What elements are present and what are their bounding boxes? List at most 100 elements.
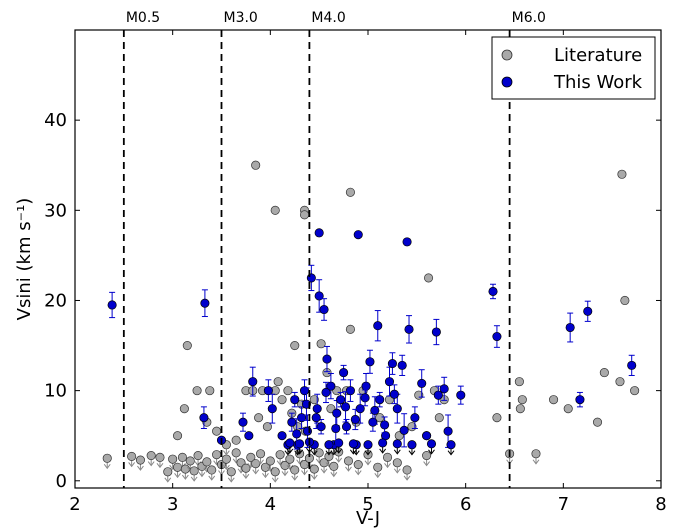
this-work-point bbox=[373, 321, 383, 331]
this-work-point bbox=[302, 426, 312, 436]
this-work-point bbox=[277, 431, 287, 441]
upper-limit-arrowhead bbox=[198, 472, 206, 478]
this-work-point bbox=[583, 306, 593, 316]
upper-limit-arrowhead bbox=[384, 463, 391, 469]
literature-point bbox=[592, 417, 603, 427]
upper-limit-arrowhead bbox=[335, 457, 343, 463]
literature-point bbox=[251, 160, 261, 170]
literature-point bbox=[492, 413, 502, 423]
literature-point bbox=[163, 467, 173, 477]
this-work-point bbox=[267, 404, 277, 414]
legend-marker-literature bbox=[501, 49, 513, 61]
series-this-work bbox=[107, 228, 637, 456]
upper-limit-arrowhead bbox=[301, 470, 308, 476]
upper-limit-arrowhead bbox=[349, 449, 357, 455]
upper-limit-arrowhead bbox=[222, 450, 230, 456]
this-work-point bbox=[297, 413, 307, 423]
literature-point bbox=[265, 456, 275, 466]
literature-point bbox=[620, 295, 630, 306]
upper-limit-arrowhead bbox=[310, 474, 318, 480]
this-work-point bbox=[238, 417, 248, 427]
literature-point bbox=[617, 169, 627, 179]
literature-point bbox=[207, 465, 217, 475]
this-work-point bbox=[312, 404, 322, 414]
literature-point bbox=[345, 324, 355, 334]
literature-point bbox=[309, 464, 319, 474]
y-axis-title: Vsini (km s⁻¹) bbox=[14, 198, 35, 321]
literature-point bbox=[146, 450, 156, 461]
literature-point bbox=[212, 450, 222, 460]
y-tick-label: 20 bbox=[44, 290, 67, 311]
literature-point bbox=[127, 451, 137, 461]
this-work-point bbox=[295, 439, 305, 449]
literature-point bbox=[173, 431, 183, 441]
spectral-type-label: M6.0 bbox=[512, 10, 546, 26]
this-work-point bbox=[336, 395, 346, 405]
this-work-point bbox=[404, 324, 414, 334]
x-axis-title: V-J bbox=[356, 508, 380, 529]
literature-point bbox=[290, 341, 300, 351]
this-work-point bbox=[285, 438, 295, 448]
this-work-point bbox=[287, 417, 297, 427]
literature-point bbox=[192, 386, 202, 396]
this-work-point bbox=[331, 423, 341, 434]
upper-limit-arrowhead bbox=[262, 472, 269, 479]
this-work-point bbox=[399, 425, 409, 435]
literature-point bbox=[102, 453, 112, 463]
this-work-point bbox=[387, 359, 397, 369]
this-work-point bbox=[326, 381, 336, 391]
upper-limit-arrowhead bbox=[174, 472, 181, 479]
literature-point bbox=[402, 465, 412, 475]
upper-limit-arrowhead bbox=[325, 450, 333, 456]
upper-limit-arrowhead bbox=[447, 450, 455, 456]
x-tick-label: 5 bbox=[362, 494, 373, 515]
this-work-point bbox=[355, 404, 365, 414]
this-work-point bbox=[433, 390, 443, 400]
upper-limit-arrowhead bbox=[222, 464, 230, 470]
x-tick-label: 3 bbox=[167, 494, 178, 515]
this-work-point bbox=[324, 440, 334, 450]
spectral-type-label: M3.0 bbox=[224, 10, 258, 26]
literature-point bbox=[179, 404, 189, 414]
literature-point bbox=[135, 455, 145, 465]
literature-point bbox=[615, 377, 625, 387]
this-work-point bbox=[107, 300, 117, 310]
this-work-point bbox=[292, 429, 302, 439]
this-work-point bbox=[378, 438, 388, 448]
x-tick-label: 4 bbox=[265, 494, 276, 515]
literature-point bbox=[290, 465, 300, 475]
this-work-point bbox=[565, 322, 575, 333]
this-work-point bbox=[316, 422, 326, 432]
literature-point bbox=[424, 273, 434, 283]
this-work-point bbox=[311, 413, 321, 423]
legend-label-this-work: This Work bbox=[553, 72, 643, 93]
x-tick-label: 7 bbox=[558, 494, 569, 515]
this-work-point bbox=[290, 395, 300, 405]
upper-limit-arrowhead bbox=[532, 459, 540, 465]
upper-limit-arrowhead bbox=[379, 448, 387, 454]
literature-point bbox=[270, 467, 280, 477]
this-work-point bbox=[627, 360, 637, 370]
y-tick-label: 30 bbox=[44, 200, 67, 221]
this-work-point bbox=[402, 237, 412, 247]
this-work-point bbox=[389, 389, 399, 399]
literature-point bbox=[212, 426, 222, 436]
literature-point bbox=[382, 452, 393, 462]
this-work-point bbox=[375, 395, 385, 405]
this-work-point bbox=[314, 228, 324, 238]
literature-point bbox=[630, 386, 640, 396]
literature-point bbox=[241, 463, 251, 473]
y-tick-label: 40 bbox=[44, 110, 67, 131]
upper-limit-arrowhead bbox=[364, 460, 372, 466]
upper-limit-arrowhead bbox=[330, 472, 338, 478]
this-work-point bbox=[363, 440, 373, 450]
literature-point bbox=[329, 461, 339, 471]
this-work-point bbox=[370, 405, 380, 416]
literature-point bbox=[273, 377, 283, 387]
literature-point bbox=[392, 458, 402, 468]
this-work-point bbox=[306, 273, 316, 283]
literature-point bbox=[515, 404, 525, 414]
this-work-point bbox=[345, 386, 355, 396]
literature-point bbox=[256, 449, 266, 459]
